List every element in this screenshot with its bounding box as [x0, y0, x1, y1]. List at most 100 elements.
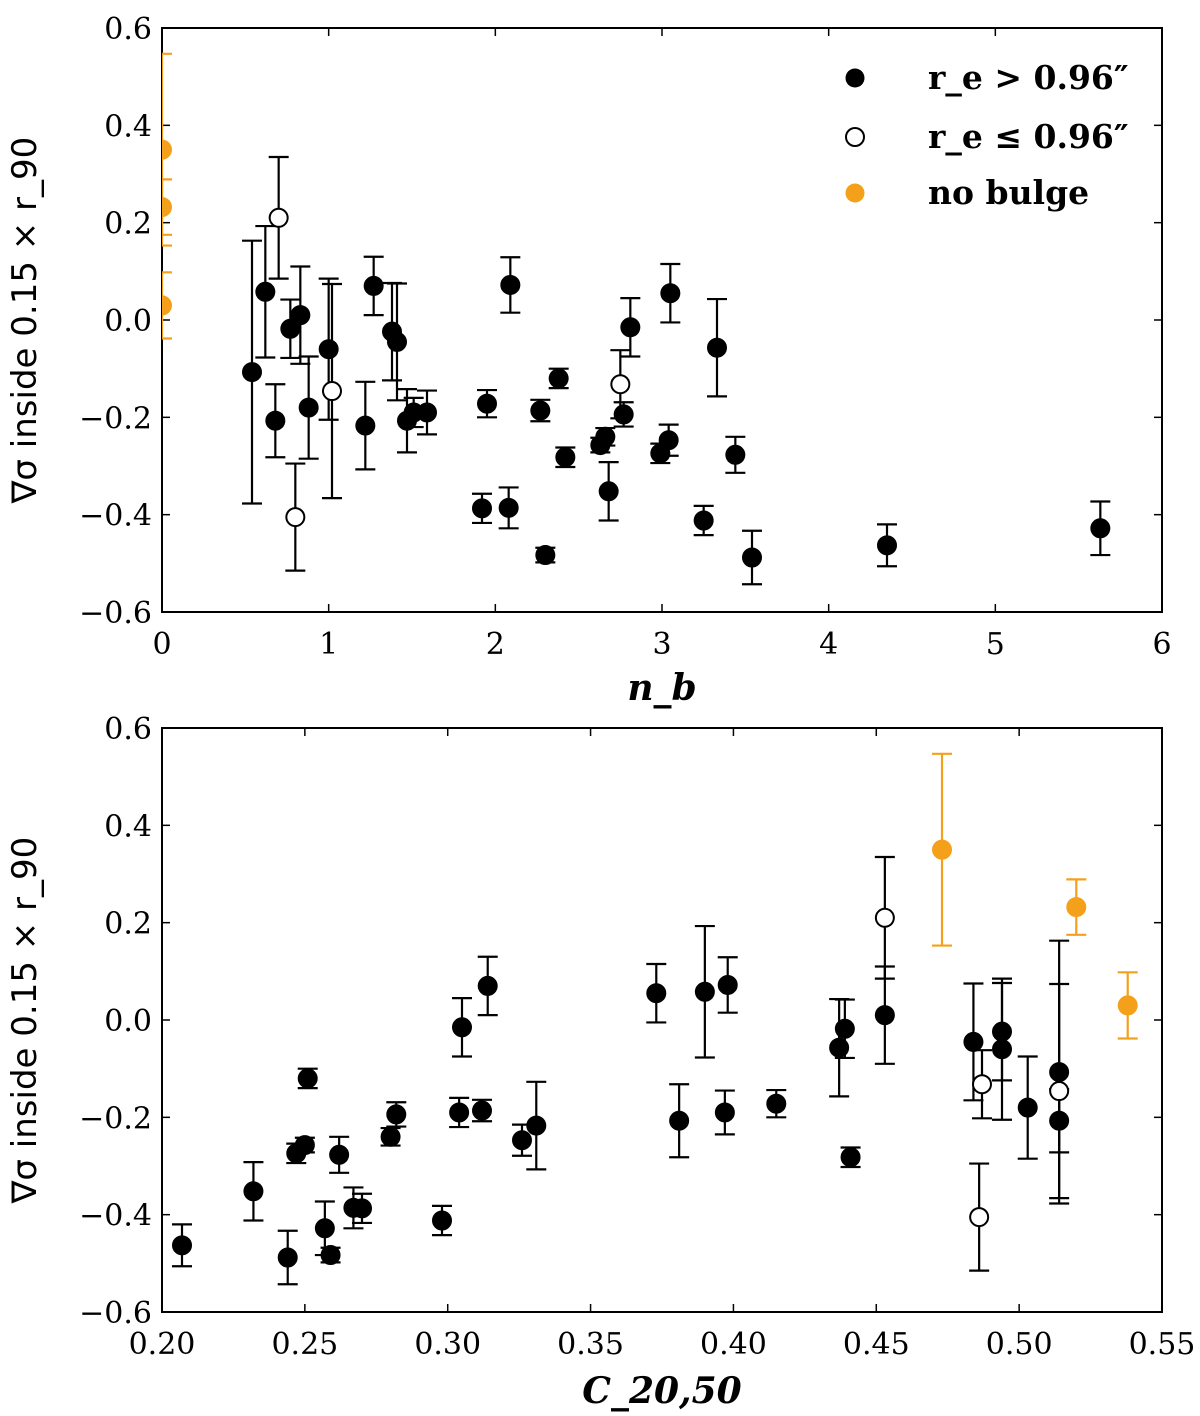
data-point-filled — [725, 444, 746, 465]
data-point-filled — [290, 305, 311, 326]
data-point-no-bulge — [932, 839, 952, 860]
y-tick-label: 0.4 — [104, 809, 152, 844]
data-point-filled — [477, 975, 498, 996]
data-point-filled — [386, 1104, 407, 1125]
y-tick-label: 0.2 — [104, 907, 152, 942]
y-tick-label: 0.6 — [104, 12, 152, 47]
data-point-filled — [243, 1181, 264, 1202]
data-point-filled — [265, 410, 286, 431]
data-point-filled — [834, 1018, 855, 1039]
data-point-filled — [620, 317, 641, 338]
data-point-filled — [714, 1102, 735, 1123]
data-point-filled — [660, 283, 681, 304]
data-point-filled — [874, 1005, 895, 1026]
x-tick-label: 5 — [986, 627, 1005, 662]
y-tick-label: 0.0 — [104, 304, 152, 339]
x-tick-label: 0.50 — [986, 1327, 1053, 1362]
y-tick-label: −0.2 — [79, 401, 152, 436]
x-tick-label: 0.40 — [700, 1327, 767, 1362]
data-point-filled — [498, 497, 519, 518]
data-point-filled — [1017, 1097, 1038, 1118]
data-point-filled — [172, 1235, 192, 1256]
x-tick-label: 0.25 — [271, 1327, 338, 1362]
data-point-filled — [595, 426, 616, 447]
x-tick-label: 0.30 — [414, 1327, 481, 1362]
data-point-filled — [472, 498, 492, 519]
data-point-filled — [598, 481, 619, 502]
data-point-filled — [387, 331, 407, 352]
legend-marker-no-bulge — [845, 183, 865, 203]
x-tick-label: 2 — [486, 627, 505, 662]
y-axis-label: ∇σ inside 0.15 × r_90 — [5, 837, 45, 1205]
plot-area — [162, 52, 1111, 586]
data-point-filled — [992, 1039, 1012, 1060]
legend-label: no bulge — [928, 173, 1089, 212]
data-point-filled — [742, 547, 762, 568]
data-point-open — [969, 1207, 990, 1228]
data-point-filled — [329, 1144, 350, 1165]
data-point-filled — [963, 1031, 984, 1052]
data-point-filled — [297, 1068, 318, 1089]
data-point-no-bulge — [1117, 995, 1138, 1016]
data-point-filled — [530, 400, 551, 421]
data-point-filled — [555, 447, 576, 468]
x-tick-label: 0.20 — [129, 1327, 196, 1362]
legend-marker-open — [845, 127, 865, 147]
data-point-filled — [658, 430, 679, 451]
data-point-filled — [449, 1102, 470, 1123]
data-point-filled — [255, 281, 276, 302]
y-tick-label: −0.4 — [79, 1199, 152, 1234]
data-point-filled — [535, 545, 556, 566]
y-tick-label: −0.6 — [79, 1296, 152, 1331]
data-point-filled — [242, 362, 262, 383]
data-point-filled — [320, 1245, 341, 1266]
plot-frame — [161, 727, 1163, 1313]
data-point-no-bulge — [162, 197, 172, 218]
y-tick-label: −0.2 — [79, 1101, 152, 1136]
y-tick-label: −0.6 — [79, 596, 152, 631]
data-point-filled — [500, 274, 521, 295]
errorbar — [162, 271, 172, 340]
legend-label: r_e > 0.96″ — [928, 58, 1129, 97]
data-point-filled — [277, 1247, 298, 1268]
data-point-open — [285, 507, 306, 528]
data-point-filled — [669, 1110, 690, 1131]
x-tick-label: 3 — [652, 627, 671, 662]
data-point-filled — [840, 1147, 861, 1168]
x-tick-label: 0.35 — [557, 1327, 624, 1362]
data-point-filled — [693, 510, 714, 531]
data-point-no-bulge — [1066, 897, 1087, 918]
errorbar — [162, 52, 172, 247]
legend: r_e > 0.96″ r_e ≤ 0.96″ no bulge — [845, 58, 1129, 212]
data-point-filled — [298, 397, 319, 418]
x-tick-label: 1 — [319, 627, 338, 662]
data-point-filled — [352, 1198, 372, 1219]
data-point-no-bulge — [162, 295, 172, 316]
y-tick-label: 0.6 — [104, 712, 152, 747]
y-axis-label: ∇σ inside 0.15 × r_90 — [5, 137, 45, 505]
data-point-filled — [526, 1115, 547, 1136]
x-tick-label: 4 — [819, 627, 838, 662]
data-point-filled — [380, 1126, 401, 1147]
data-point-filled — [707, 337, 727, 358]
data-point-filled — [477, 393, 497, 414]
data-point-filled — [548, 368, 569, 389]
errorbar — [162, 178, 172, 236]
data-point-open — [322, 381, 342, 402]
data-point-filled — [452, 1017, 472, 1038]
data-point-open — [610, 374, 631, 395]
data-point-open — [874, 907, 895, 928]
data-point-filled — [314, 1218, 335, 1239]
y-tick-label: −0.4 — [79, 499, 152, 534]
data-point-filled — [432, 1210, 452, 1231]
data-point-filled — [355, 415, 376, 436]
data-point-filled — [694, 981, 715, 1002]
x-axis-label: C_20,50 — [582, 1370, 741, 1412]
data-point-filled — [646, 983, 667, 1004]
legend-marker-filled — [845, 68, 865, 88]
data-point-filled — [512, 1130, 532, 1151]
data-point-open — [972, 1074, 992, 1095]
y-tick-label: 0.0 — [104, 1004, 152, 1039]
data-point-open — [268, 207, 289, 228]
